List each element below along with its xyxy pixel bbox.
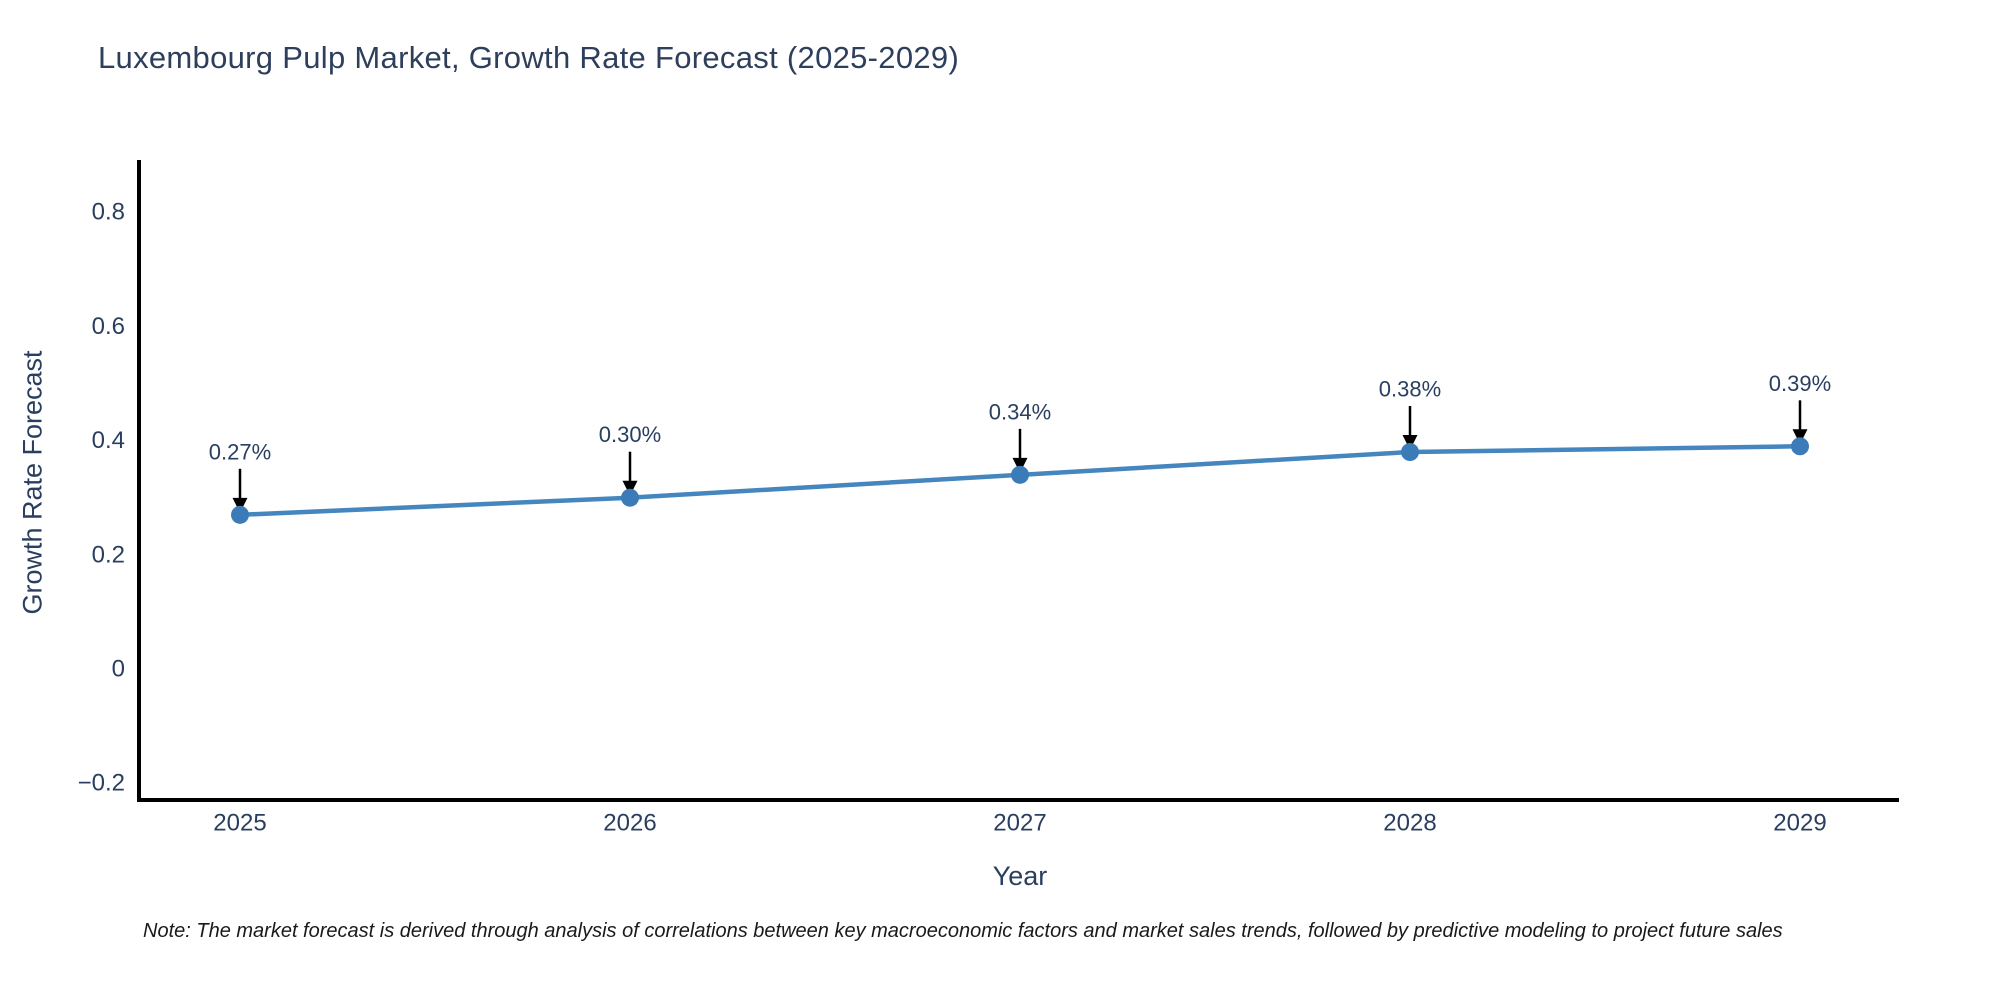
chart-title: Luxembourg Pulp Market, Growth Rate Fore… <box>98 40 960 75</box>
x-axis-title: Year <box>992 861 1048 891</box>
y-tick-label: 0.4 <box>92 427 125 454</box>
x-tick-label: 2026 <box>603 810 656 837</box>
annotation-arrowhead-icon <box>1012 457 1028 473</box>
annotation-arrowhead-icon <box>1402 435 1418 451</box>
annotation-arrowhead-icon <box>1792 429 1808 445</box>
point-value-label: 0.27% <box>209 439 271 464</box>
y-tick-label: 0.6 <box>92 313 125 340</box>
point-value-label: 0.30% <box>599 422 661 447</box>
point-value-label: 0.39% <box>1769 371 1831 396</box>
data-point-marker[interactable] <box>1011 465 1029 484</box>
point-value-label: 0.38% <box>1379 377 1441 402</box>
footnote: Note: The market forecast is derived thr… <box>143 920 1783 942</box>
point-value-label: 0.34% <box>989 399 1051 424</box>
annotation-arrowhead-icon <box>622 480 638 496</box>
x-tick-label: 2025 <box>213 810 266 837</box>
x-tick-label: 2028 <box>1383 810 1436 837</box>
annotation-arrowhead-icon <box>232 497 248 513</box>
x-tick-label: 2027 <box>993 810 1046 837</box>
x-tick-label: 2029 <box>1773 810 1826 837</box>
data-point-marker[interactable] <box>1401 443 1419 462</box>
y-tick-label: −0.2 <box>78 770 125 797</box>
y-tick-label: 0.2 <box>92 541 125 568</box>
y-tick-label: 0 <box>112 656 125 683</box>
y-tick-label: 0.8 <box>92 199 125 226</box>
data-point-marker[interactable] <box>1791 437 1809 456</box>
data-point-marker[interactable] <box>621 488 639 507</box>
data-point-marker[interactable] <box>231 505 249 524</box>
